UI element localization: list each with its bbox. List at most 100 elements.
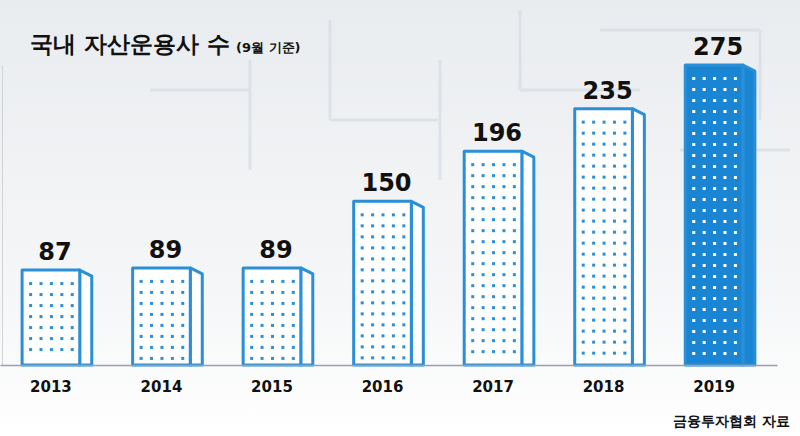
window-dot bbox=[623, 231, 626, 234]
window-dot bbox=[402, 312, 405, 315]
window-dot bbox=[271, 335, 274, 338]
window-dot bbox=[592, 352, 595, 355]
window-dot bbox=[713, 77, 716, 80]
window-dot bbox=[71, 348, 74, 351]
window-dot bbox=[734, 110, 737, 113]
window-dot bbox=[281, 280, 284, 283]
window-dot bbox=[160, 324, 163, 327]
window-dot bbox=[603, 231, 606, 234]
window-dot bbox=[592, 209, 595, 212]
window-dot bbox=[140, 291, 143, 294]
window-dot bbox=[703, 275, 706, 278]
window-dot bbox=[592, 297, 595, 300]
window-dot bbox=[723, 275, 726, 278]
window-dot bbox=[723, 154, 726, 157]
window-dot bbox=[703, 264, 706, 267]
window-dot bbox=[603, 286, 606, 289]
window-dot bbox=[513, 328, 516, 331]
window-dot bbox=[281, 291, 284, 294]
window-dot bbox=[723, 187, 726, 190]
window-dot bbox=[361, 246, 364, 249]
window-dot bbox=[71, 337, 74, 340]
window-dot bbox=[592, 330, 595, 333]
window-dot bbox=[482, 339, 485, 342]
window-dot bbox=[703, 253, 706, 256]
window-dot bbox=[261, 357, 264, 360]
window-dot bbox=[703, 88, 706, 91]
window-dot bbox=[382, 279, 385, 282]
window-dot bbox=[482, 273, 485, 276]
bar-building bbox=[22, 270, 92, 365]
window-dot bbox=[140, 302, 143, 305]
window-dot bbox=[492, 163, 495, 166]
window-dot bbox=[382, 345, 385, 348]
window-dot bbox=[371, 323, 374, 326]
window-dot bbox=[140, 313, 143, 316]
window-dot bbox=[181, 324, 184, 327]
x-tick: 2015 bbox=[251, 365, 293, 396]
window-dot bbox=[713, 352, 716, 355]
subtitle: (9월 기준) bbox=[236, 40, 300, 55]
window-dot bbox=[382, 356, 385, 359]
window-dot bbox=[734, 99, 737, 102]
data-label: 89 bbox=[259, 236, 292, 264]
window-dot bbox=[492, 251, 495, 254]
window-dot bbox=[392, 323, 395, 326]
window-dot bbox=[71, 326, 74, 329]
window-dot bbox=[713, 253, 716, 256]
window-dot bbox=[582, 209, 585, 212]
window-dot bbox=[513, 350, 516, 353]
window-dot bbox=[713, 330, 716, 333]
data-label: 275 bbox=[693, 33, 743, 61]
window-dot bbox=[261, 324, 264, 327]
window-dot bbox=[613, 275, 616, 278]
window-dot bbox=[734, 264, 737, 267]
window-dot bbox=[723, 110, 726, 113]
window-dot bbox=[482, 262, 485, 265]
pattern-line bbox=[600, 29, 760, 32]
window-dot bbox=[29, 282, 32, 285]
window-dot bbox=[713, 110, 716, 113]
bar-side bbox=[301, 268, 313, 365]
window-dot bbox=[482, 185, 485, 188]
window-dot bbox=[371, 312, 374, 315]
window-dot bbox=[592, 198, 595, 201]
window-dot bbox=[250, 335, 253, 338]
window-dot bbox=[513, 284, 516, 287]
window-dot bbox=[692, 352, 695, 355]
window-dot bbox=[471, 350, 474, 353]
window-dot bbox=[281, 313, 284, 316]
window-dot bbox=[502, 317, 505, 320]
window-dot bbox=[402, 356, 405, 359]
window-dot bbox=[592, 286, 595, 289]
window-dot bbox=[482, 207, 485, 210]
window-dot bbox=[281, 335, 284, 338]
window-dot bbox=[171, 302, 174, 305]
window-dot bbox=[171, 324, 174, 327]
bar-side bbox=[190, 268, 202, 365]
window-dot bbox=[723, 286, 726, 289]
window-dot bbox=[150, 291, 153, 294]
window-dot bbox=[703, 154, 706, 157]
window-dot bbox=[513, 174, 516, 177]
window-dot bbox=[513, 240, 516, 243]
window-dot bbox=[150, 324, 153, 327]
window-dot bbox=[734, 231, 737, 234]
window-dot bbox=[492, 328, 495, 331]
window-dot bbox=[692, 231, 695, 234]
window-dot bbox=[292, 302, 295, 305]
y-axis-line bbox=[2, 66, 3, 366]
window-dot bbox=[734, 242, 737, 245]
window-dot bbox=[703, 187, 706, 190]
window-dot bbox=[613, 242, 616, 245]
window-dot bbox=[592, 176, 595, 179]
window-dot bbox=[692, 242, 695, 245]
window-dot bbox=[713, 264, 716, 267]
window-dot bbox=[160, 357, 163, 360]
window-dot bbox=[623, 330, 626, 333]
window-dot bbox=[603, 297, 606, 300]
data-label: 196 bbox=[472, 119, 522, 147]
window-dot bbox=[603, 154, 606, 157]
window-dot bbox=[592, 319, 595, 322]
window-dot bbox=[502, 306, 505, 309]
